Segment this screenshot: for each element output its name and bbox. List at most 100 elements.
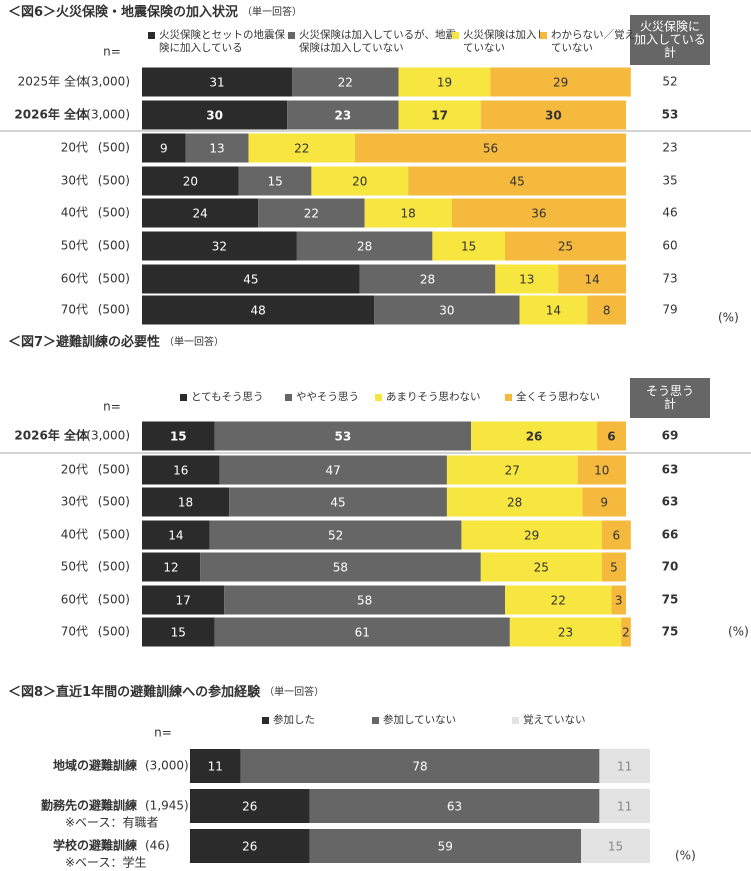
value-label: 29: [553, 76, 568, 90]
value-label: 25: [558, 240, 573, 254]
bar-segment: [142, 166, 239, 196]
value-label: 15: [171, 626, 186, 640]
bar-segment: [185, 133, 249, 163]
value-label: 6: [607, 430, 615, 444]
row-n: (3,000): [145, 759, 189, 773]
bar-segment: [490, 67, 631, 97]
subtitle: （単一回答）: [242, 5, 302, 18]
bar-segment: [495, 264, 559, 294]
legend-item: あまりそう思わない: [375, 391, 516, 404]
bar-segment: [480, 552, 602, 582]
total-value: 69: [662, 429, 679, 443]
total-value: 75: [662, 593, 679, 607]
title-text: ＜図7＞避難訓練の必要性: [8, 334, 160, 350]
bar-segment: [398, 100, 481, 130]
bar-segment: [432, 231, 505, 261]
value-label: 56: [483, 142, 498, 156]
title-text: ＜図8＞直近1年間の避難訓練への参加経験: [8, 684, 261, 700]
row-label: 学校の避難訓練: [53, 838, 137, 853]
value-label: 61: [355, 626, 370, 640]
legend-swatch: [375, 394, 382, 401]
value-label: 28: [507, 496, 522, 510]
bar-segment: [364, 198, 452, 228]
value-label: 5: [610, 561, 618, 575]
legend-item: 全くそう思わない: [505, 391, 636, 404]
row-label: 2025年 全体: [18, 74, 88, 89]
value-label: 17: [175, 594, 190, 608]
value-label: 27: [505, 464, 520, 478]
bar-segment: [505, 231, 626, 261]
row-n: (500): [98, 625, 130, 639]
total-header-box: [630, 378, 710, 418]
bar-segment: [214, 617, 510, 647]
value-label: 26: [242, 800, 257, 814]
row-label: 勤務先の避難訓練: [41, 798, 137, 813]
bar-segment: [599, 789, 650, 823]
total-value: 53: [662, 108, 679, 122]
total-header: 計: [664, 45, 676, 60]
bar-segment: [190, 749, 241, 783]
value-label: 22: [338, 76, 353, 90]
bar-segment: [142, 455, 220, 485]
row-label: 2026年 全体: [14, 428, 89, 443]
legend-label: 火災保険とセットの地震保険に加入している: [159, 29, 285, 54]
total-value: 60: [662, 239, 677, 253]
row-n: (3,000): [86, 108, 130, 122]
value-label: 45: [509, 175, 524, 189]
value-label: 22: [294, 142, 309, 156]
total-header: 加入している: [634, 33, 706, 47]
total-value: 66: [662, 528, 679, 542]
value-label: 14: [584, 273, 599, 287]
value-label: 13: [519, 273, 534, 287]
value-label: 78: [412, 760, 427, 774]
legend-label: とてもそう思う: [191, 391, 264, 403]
value-label: 14: [168, 529, 183, 543]
row-n: (500): [98, 593, 130, 607]
bar-segment: [190, 789, 310, 823]
value-label: 47: [326, 464, 341, 478]
row-n: (500): [98, 528, 130, 542]
legend-label: 全くそう思わない: [516, 391, 600, 403]
value-label: 8: [603, 304, 611, 318]
legend-label: 火災保険は加入していない: [463, 29, 547, 54]
bar-segment: [446, 455, 578, 485]
value-label: 26: [242, 840, 257, 854]
bar-segment: [292, 67, 399, 97]
bar-segment: [309, 829, 581, 863]
value-label: 45: [243, 273, 258, 287]
value-label: 30: [545, 109, 562, 123]
bar-segment: [519, 295, 588, 325]
legend-label: 参加した: [273, 714, 315, 726]
total-value: 75: [662, 625, 679, 639]
bar-segment: [359, 264, 496, 294]
bar-segment: [142, 133, 186, 163]
row-label: 50代: [61, 239, 88, 253]
value-label: 20: [352, 175, 367, 189]
value-label: 15: [608, 840, 623, 854]
bar-segment: [142, 585, 225, 615]
row-n: (500): [98, 463, 130, 477]
legend-label: わからない／覚えていない: [551, 29, 635, 54]
bar-segment: [142, 520, 210, 550]
value-label: 16: [173, 464, 188, 478]
bar-segment: [505, 585, 612, 615]
bar-segment: [398, 67, 491, 97]
total-value: 63: [662, 463, 679, 477]
row-n: (500): [98, 495, 130, 509]
row-label: 40代: [61, 528, 88, 542]
bar-segment: [601, 552, 626, 582]
bar-segment: [240, 749, 600, 783]
bar-segment: [142, 421, 215, 451]
value-label: 9: [600, 496, 608, 510]
row-n: (1,945): [145, 799, 189, 813]
bar-segment: [142, 617, 215, 647]
subtitle: （単一回答）: [264, 685, 324, 698]
legend-swatch: [180, 394, 187, 401]
n-label: n=: [103, 400, 121, 414]
value-label: 58: [357, 594, 372, 608]
bar-segment: [287, 100, 399, 130]
value-label: 12: [163, 561, 178, 575]
value-label: 17: [431, 109, 448, 123]
value-label: 30: [439, 304, 454, 318]
bar-segment: [214, 421, 472, 451]
